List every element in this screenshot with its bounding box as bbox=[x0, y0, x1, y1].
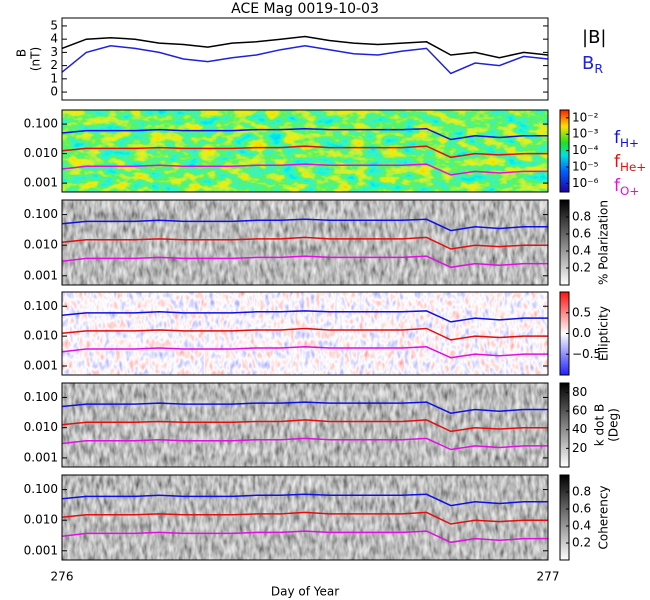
plot-frame bbox=[61, 291, 549, 376]
colorbar-label: Coherency bbox=[597, 485, 611, 549]
legend-entry-text: B bbox=[582, 53, 594, 74]
colorbar-tick-label: 0.2 bbox=[572, 261, 591, 275]
colorbar bbox=[559, 382, 570, 468]
y-tick-label: 0.100 bbox=[24, 482, 58, 496]
y-tick-label: 0.001 bbox=[24, 176, 58, 190]
frequency-line bbox=[62, 327, 548, 341]
legend-entry: fO+ bbox=[614, 176, 639, 198]
frequency-line bbox=[62, 145, 548, 159]
field-line bbox=[62, 45, 548, 75]
legend-entry-text: f bbox=[614, 152, 621, 172]
legend-entry-text: f bbox=[614, 176, 621, 196]
y-tick-label: 0 bbox=[50, 85, 58, 99]
colorbar-tick-label: 10⁻³ bbox=[572, 127, 599, 141]
legend-entry-text: |B| bbox=[582, 27, 606, 48]
frequency-line bbox=[62, 236, 548, 250]
colorbar-tick-label: 20 bbox=[572, 441, 587, 455]
plot-frame bbox=[61, 474, 549, 561]
y-tick-label: 0.100 bbox=[24, 299, 58, 313]
spectrogram bbox=[62, 475, 548, 560]
legend-entry: fHe+ bbox=[614, 152, 646, 174]
y-tick-label: 0.100 bbox=[24, 390, 58, 404]
frequency-line bbox=[62, 218, 548, 232]
legend-entry: BR bbox=[582, 53, 603, 76]
y-axis-unit: (nT) bbox=[29, 47, 43, 71]
frequency-line bbox=[62, 530, 548, 544]
colorbar-label: k dot B bbox=[593, 404, 607, 446]
spectrogram bbox=[62, 292, 548, 375]
frequency-line bbox=[62, 127, 548, 141]
frequency-line bbox=[62, 255, 548, 269]
legend-entry: fH+ bbox=[614, 128, 639, 150]
y-tick-label: 0.100 bbox=[24, 207, 58, 221]
y-tick-label: 5 bbox=[50, 18, 58, 32]
y-tick-label: 0.001 bbox=[24, 543, 58, 557]
y-tick-label: 4 bbox=[50, 32, 58, 46]
y-axis-label: B bbox=[15, 49, 29, 57]
colorbar-tick-label: 0.4 bbox=[572, 244, 591, 258]
plot-frame bbox=[61, 109, 549, 193]
y-tick-label: 0.001 bbox=[24, 359, 58, 373]
colorbar-tick-label: −0.5 bbox=[572, 347, 601, 361]
frequency-line bbox=[62, 419, 548, 433]
frequency-line bbox=[62, 437, 548, 451]
legend-entry-subscript: R bbox=[594, 61, 603, 76]
colorbar-tick-label: 0.6 bbox=[572, 502, 591, 516]
colorbar-tick-label: 10⁻² bbox=[572, 110, 599, 124]
legend-entry-subscript: He+ bbox=[620, 160, 646, 174]
y-tick-label: 0.010 bbox=[24, 420, 58, 434]
frequency-line bbox=[62, 493, 548, 507]
colorbar-tick-label: 40 bbox=[572, 422, 587, 436]
y-tick-label: 0.010 bbox=[24, 238, 58, 252]
colorbar-tick-label: 10⁻⁵ bbox=[572, 160, 599, 174]
x-tick-label: 276 bbox=[51, 570, 74, 584]
y-tick-label: 2 bbox=[50, 58, 58, 72]
y-tick-label: 1 bbox=[50, 71, 58, 85]
y-tick-label: 3 bbox=[50, 45, 58, 59]
legend-entry: |B| bbox=[582, 27, 606, 48]
x-tick-label: 277 bbox=[537, 570, 560, 584]
colorbar-tick-label: 10⁻⁴ bbox=[572, 143, 599, 157]
colorbar bbox=[559, 199, 570, 286]
plot-frame bbox=[61, 382, 549, 468]
y-tick-label: 0.010 bbox=[24, 146, 58, 160]
y-tick-label: 0.010 bbox=[24, 329, 58, 343]
frequency-line bbox=[62, 310, 548, 323]
frequency-line bbox=[62, 346, 548, 359]
colorbar-tick-label: 0.2 bbox=[572, 536, 591, 550]
title: ACE Mag 0019-10-03 bbox=[231, 1, 379, 17]
colorbar-unit: (Deg) bbox=[607, 408, 621, 442]
colorbar-tick-label: 0.5 bbox=[572, 305, 591, 319]
colorbar-tick-label: 0.8 bbox=[572, 210, 591, 224]
y-tick-label: 0.001 bbox=[24, 450, 58, 464]
colorbar-tick-label: 0.4 bbox=[572, 519, 591, 533]
spectrogram bbox=[62, 383, 548, 467]
y-tick-label: 0.010 bbox=[24, 513, 58, 527]
colorbar-tick-label: 80 bbox=[572, 385, 587, 399]
field-line bbox=[62, 35, 548, 59]
colorbar-tick-label: 10⁻⁶ bbox=[572, 176, 599, 190]
y-tick-label: 0.100 bbox=[24, 117, 58, 131]
plot-frame bbox=[61, 199, 549, 286]
plot-frame bbox=[61, 17, 549, 101]
legend-entry-subscript: H+ bbox=[620, 136, 639, 150]
frequency-line bbox=[62, 163, 548, 176]
spectrogram bbox=[62, 110, 548, 192]
y-tick-label: 0.001 bbox=[24, 268, 58, 282]
colorbar-tick-label: 0.6 bbox=[572, 227, 591, 241]
colorbar-tick-label: 0.0 bbox=[572, 326, 591, 340]
frequency-line bbox=[62, 511, 548, 525]
spectrogram bbox=[62, 200, 548, 285]
colorbar-label: % Polarization bbox=[597, 200, 611, 285]
colorbar-tick-label: 0.8 bbox=[572, 485, 591, 499]
legend-entry-text: f bbox=[614, 128, 621, 148]
colorbar-label: Ellipticity bbox=[597, 306, 611, 361]
x-axis-label: Day of Year bbox=[271, 585, 339, 599]
colorbar-tick-label: 60 bbox=[572, 404, 587, 418]
legend-entry-subscript: O+ bbox=[620, 184, 639, 198]
colorbar bbox=[559, 474, 570, 561]
frequency-line bbox=[62, 401, 548, 414]
